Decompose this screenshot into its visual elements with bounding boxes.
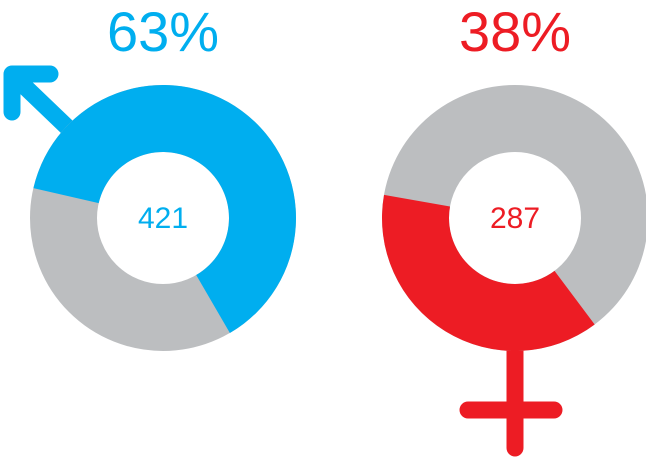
donut-segment <box>33 85 296 333</box>
percent-label: 38% <box>459 0 571 63</box>
center-label: 421 <box>138 202 188 235</box>
male-symbol <box>3 65 77 137</box>
donut-segment <box>381 194 595 352</box>
male-arrow-head <box>3 65 59 121</box>
percent-label: 63% <box>107 0 219 63</box>
female-symbol <box>459 336 563 457</box>
male-arrow-shaft <box>11 73 77 137</box>
center-label: 287 <box>490 202 540 235</box>
